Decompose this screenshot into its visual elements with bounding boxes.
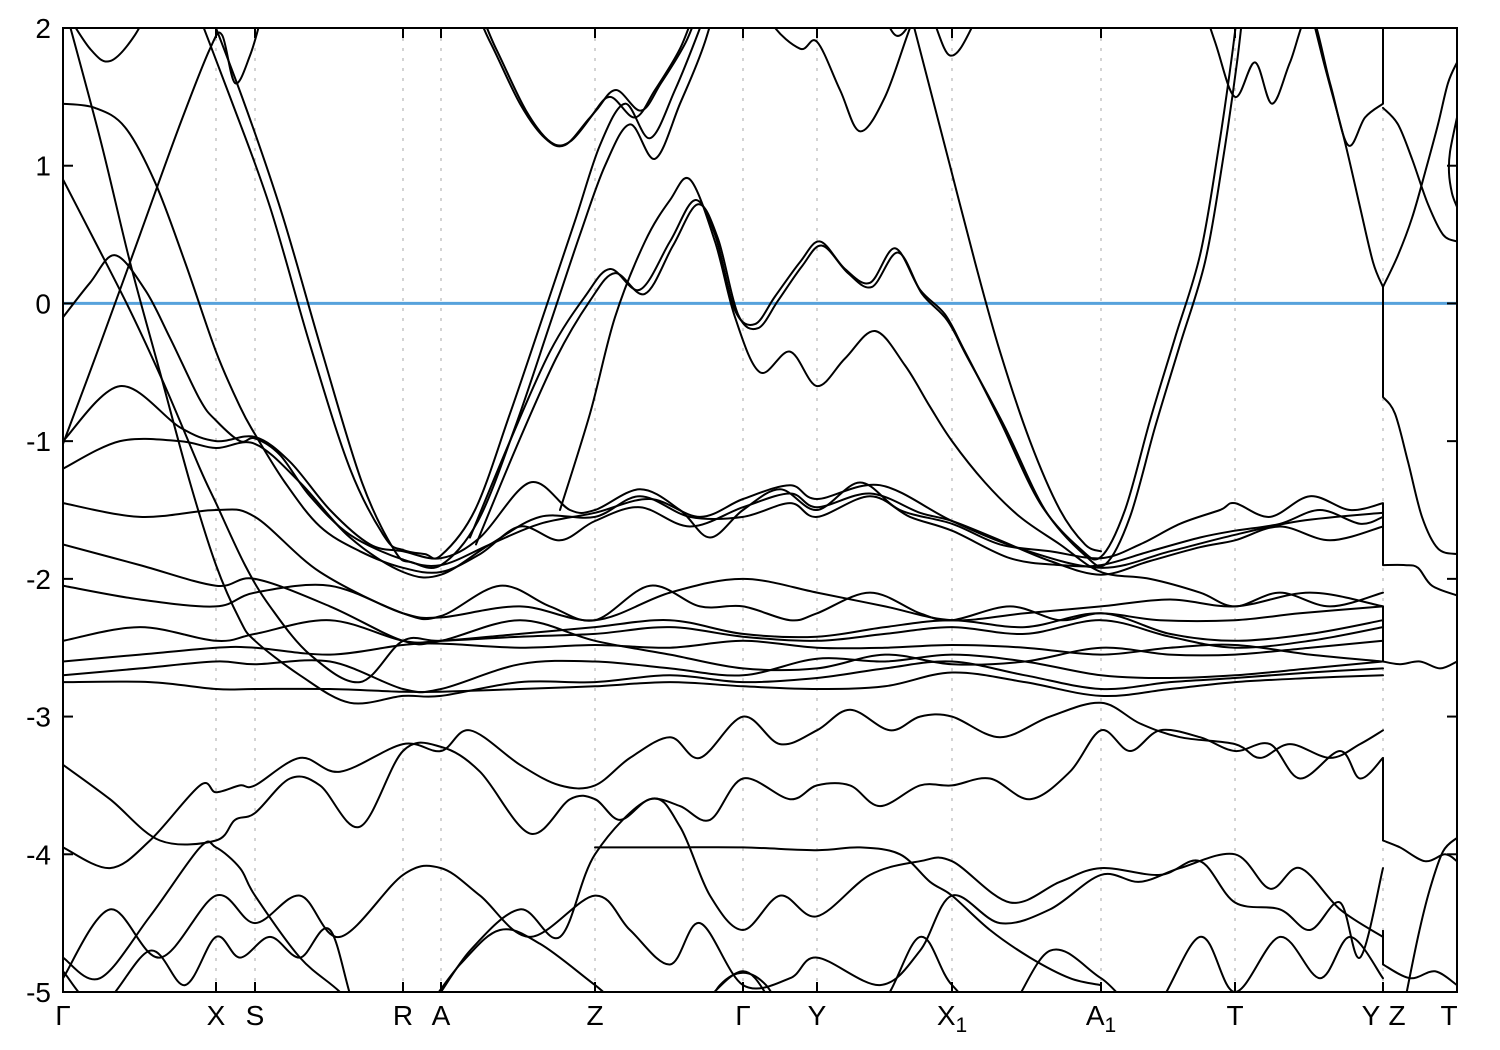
x-tick-label: X1: [937, 1000, 967, 1037]
x-tick-label: Γ: [55, 1000, 70, 1031]
band-curve: [214, 28, 711, 569]
band-curve: [713, 971, 773, 992]
band-curve: [1382, 396, 1457, 556]
x-tick-label: X: [207, 1000, 226, 1031]
band-curve: [1209, 28, 1384, 147]
band-curve: [63, 178, 1384, 684]
band-curve: [63, 577, 1384, 622]
x-tick-label: Γ: [735, 1000, 750, 1031]
y-tick-label: -4: [26, 839, 51, 870]
x-tick-label: Y: [808, 1000, 827, 1031]
band-curve: [63, 728, 1384, 846]
y-tick-label: 0: [35, 288, 51, 319]
gridlines: [215, 28, 1384, 992]
axis-frame: [62, 27, 1458, 993]
band-curve: [475, 28, 1243, 568]
band-curve: [63, 385, 1384, 560]
y-tick-label: -3: [26, 702, 51, 733]
x-tick-label: Z: [586, 1000, 603, 1031]
x-tick-label: T: [1440, 1000, 1457, 1031]
band-curve: [913, 28, 1102, 553]
band-curve: [1382, 660, 1457, 670]
y-axis-labels: 2 1 0 -1 -2 -3 -4 -5: [26, 13, 51, 1008]
band-curve: [482, 28, 690, 148]
band-curve: [1382, 963, 1457, 987]
y-tick-label: -2: [26, 564, 51, 595]
band-curve: [63, 543, 1384, 672]
band-curve: [63, 927, 1384, 992]
band-curve: [1382, 61, 1457, 288]
x-tick-label: S: [246, 1000, 265, 1031]
x-tick-label: R: [393, 1000, 413, 1031]
band-curve: [559, 176, 1384, 608]
x-tick-label: Y: [1362, 1000, 1381, 1031]
x-tick-label: Z: [1388, 1000, 1405, 1031]
band-curve: [63, 28, 260, 445]
band-curve: [63, 701, 1384, 870]
band-curve: [63, 639, 1384, 663]
band-curve: [1382, 563, 1457, 597]
plot-border: [62, 27, 1458, 993]
band-curve: [1405, 836, 1457, 992]
x-tick-label: A: [432, 1000, 451, 1031]
band-curve: [63, 653, 1384, 694]
x-axis-labels: Γ X S R A Z Γ Y X1 A1 T Y Z T: [55, 1000, 1457, 1037]
band-curve: [63, 612, 1384, 644]
band-curve: [1382, 839, 1457, 863]
band-curve: [74, 28, 141, 63]
band-curve: [63, 797, 1384, 992]
band-curve: [1382, 106, 1457, 243]
axis-ticks: [62, 27, 1457, 993]
band-curve: [202, 28, 702, 560]
band-curve: [485, 28, 694, 147]
band-curve: [1314, 28, 1384, 288]
band-curve: [63, 102, 1384, 576]
y-tick-label: -5: [26, 977, 51, 1008]
band-curve: [69, 28, 1384, 705]
band-curve: [63, 502, 1384, 623]
band-curve: [63, 671, 1384, 698]
band-curve: [63, 437, 1384, 579]
x-tick-label: T: [1226, 1000, 1243, 1031]
y-tick-label: -1: [26, 426, 51, 457]
band-curve: [1447, 116, 1457, 208]
y-tick-label: 2: [35, 13, 51, 44]
y-tick-label: 1: [35, 151, 51, 182]
band-curve: [63, 254, 1384, 569]
x-tick-label: A1: [1086, 1000, 1116, 1037]
band-curve: [63, 852, 1384, 990]
band-curve: [594, 846, 1102, 987]
band-curve: [773, 28, 912, 133]
band-curves: [63, 28, 1457, 992]
